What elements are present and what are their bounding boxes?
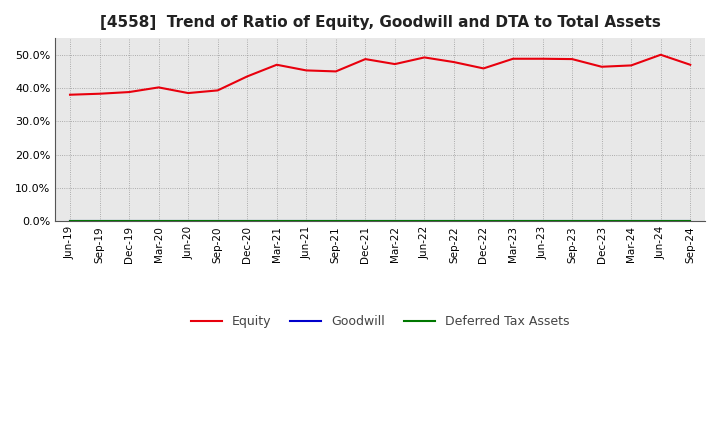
Equity [302, 68, 310, 73]
Title: [4558]  Trend of Ratio of Equity, Goodwill and DTA to Total Assets: [4558] Trend of Ratio of Equity, Goodwil… [99, 15, 660, 30]
Equity [420, 55, 428, 60]
Deferred Tax Assets [213, 219, 222, 224]
Deferred Tax Assets [331, 219, 340, 224]
Deferred Tax Assets [302, 219, 310, 224]
Equity [95, 91, 104, 96]
Equity [598, 64, 606, 70]
Goodwill [509, 219, 518, 224]
Equity [154, 85, 163, 90]
Goodwill [184, 219, 192, 224]
Goodwill [302, 219, 310, 224]
Goodwill [420, 219, 428, 224]
Equity [657, 52, 665, 57]
Deferred Tax Assets [449, 219, 458, 224]
Goodwill [480, 219, 488, 224]
Goodwill [598, 219, 606, 224]
Deferred Tax Assets [361, 219, 369, 224]
Goodwill [657, 219, 665, 224]
Equity [272, 62, 281, 67]
Goodwill [627, 219, 636, 224]
Equity [390, 62, 399, 67]
Goodwill [361, 219, 369, 224]
Deferred Tax Assets [657, 219, 665, 224]
Equity [480, 66, 488, 71]
Deferred Tax Assets [480, 219, 488, 224]
Goodwill [539, 219, 547, 224]
Deferred Tax Assets [598, 219, 606, 224]
Goodwill [154, 219, 163, 224]
Deferred Tax Assets [272, 219, 281, 224]
Equity [509, 56, 518, 62]
Deferred Tax Assets [420, 219, 428, 224]
Goodwill [449, 219, 458, 224]
Equity [331, 69, 340, 74]
Equity [184, 91, 192, 96]
Equity [125, 89, 133, 95]
Goodwill [66, 219, 74, 224]
Deferred Tax Assets [95, 219, 104, 224]
Deferred Tax Assets [627, 219, 636, 224]
Goodwill [390, 219, 399, 224]
Goodwill [243, 219, 251, 224]
Deferred Tax Assets [66, 219, 74, 224]
Equity [686, 62, 695, 67]
Equity [213, 88, 222, 93]
Deferred Tax Assets [568, 219, 577, 224]
Deferred Tax Assets [125, 219, 133, 224]
Equity [449, 59, 458, 65]
Deferred Tax Assets [509, 219, 518, 224]
Goodwill [213, 219, 222, 224]
Deferred Tax Assets [184, 219, 192, 224]
Goodwill [568, 219, 577, 224]
Equity [568, 56, 577, 62]
Deferred Tax Assets [154, 219, 163, 224]
Legend: Equity, Goodwill, Deferred Tax Assets: Equity, Goodwill, Deferred Tax Assets [186, 310, 575, 333]
Equity [539, 56, 547, 62]
Goodwill [686, 219, 695, 224]
Equity [243, 74, 251, 79]
Equity [627, 63, 636, 68]
Deferred Tax Assets [390, 219, 399, 224]
Goodwill [125, 219, 133, 224]
Equity [66, 92, 74, 97]
Equity [361, 56, 369, 62]
Deferred Tax Assets [539, 219, 547, 224]
Deferred Tax Assets [686, 219, 695, 224]
Goodwill [272, 219, 281, 224]
Deferred Tax Assets [243, 219, 251, 224]
Line: Equity: Equity [70, 55, 690, 95]
Goodwill [331, 219, 340, 224]
Goodwill [95, 219, 104, 224]
